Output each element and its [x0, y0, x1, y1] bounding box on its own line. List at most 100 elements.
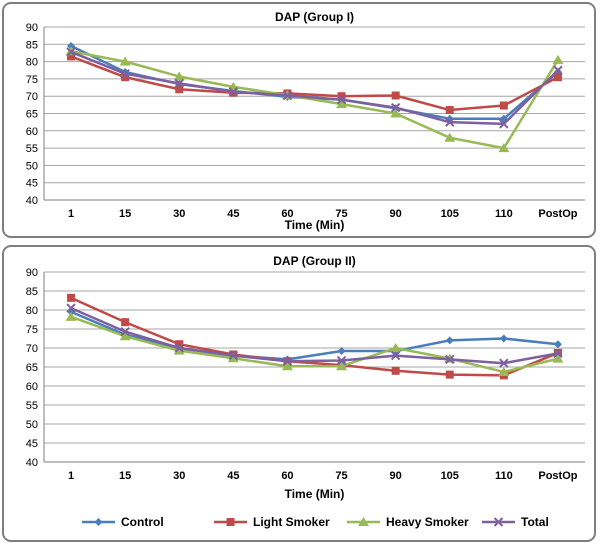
y-tick-label: 45	[26, 438, 38, 450]
data-point-total	[66, 47, 76, 57]
chart-group-2: DAP (Group II) 40 45 50 55 60 65 70 75 80 85 90 1 15 3…	[26, 254, 585, 529]
data-point-light-smoker	[391, 91, 400, 100]
data-point-heavy-smoker	[119, 56, 131, 66]
y-tick-label: 50	[26, 160, 38, 172]
legend-label-control: Control	[121, 515, 164, 529]
data-point-total	[120, 326, 130, 337]
data-point-control	[499, 334, 508, 343]
x-tick-label: 105	[441, 470, 459, 482]
legend-label-light-smoker: Light Smoker	[253, 515, 330, 529]
data-point-light-smoker	[67, 52, 76, 61]
x-tick-label: 105	[441, 208, 459, 220]
x-tick-label: 1	[68, 470, 74, 482]
data-point-heavy-smoker	[173, 345, 185, 355]
chart-group-1: DAP (Group I) 40 45 50 55 60 65 70 75 80 85 90 1 15 30…	[26, 10, 585, 232]
data-point-total	[499, 358, 509, 368]
data-point-light-smoker	[337, 92, 346, 101]
data-point-total	[553, 348, 563, 359]
x-tick-label: 45	[227, 208, 239, 220]
x-tick-label: 110	[495, 470, 513, 482]
g1-series-total	[66, 47, 563, 129]
y-tick-label: 40	[26, 457, 38, 469]
x-tick-label: 1	[68, 208, 74, 220]
data-point-light-smoker	[121, 318, 130, 327]
g1-series-control	[67, 42, 562, 123]
data-point-control	[67, 42, 76, 51]
y-tick-label: 45	[26, 178, 38, 190]
data-point-light-smoker	[553, 73, 562, 82]
y-tick-label: 85	[26, 39, 38, 51]
y-tick-label: 65	[26, 362, 38, 374]
y-tick-label: 60	[26, 381, 38, 393]
data-point-heavy-smoker	[281, 361, 293, 371]
y-tick-label: 55	[26, 400, 38, 412]
chart-panel-group-1: DAP (Group I) 40 45 50 55 60 65 70 75 80 85 90 1 15 30…	[2, 2, 596, 238]
y-tick-label: 90	[26, 267, 38, 279]
y-tick-label: 80	[26, 305, 38, 317]
legend-marker-light-smoker	[226, 518, 235, 526]
data-point-heavy-smoker	[336, 361, 348, 371]
x-tick-label: PostOp	[538, 208, 577, 220]
data-point-total	[390, 350, 401, 361]
data-point-control	[445, 336, 454, 345]
data-point-light-smoker	[499, 101, 508, 110]
x-tick-label: 15	[119, 470, 131, 482]
x-tick-label: 90	[390, 470, 402, 482]
data-point-heavy-smoker	[552, 54, 564, 64]
y-tick-label: 90	[26, 22, 38, 34]
g2-series-heavy-smoker	[65, 311, 564, 376]
g2-series-total	[66, 303, 563, 368]
data-point-total	[390, 102, 401, 113]
data-point-heavy-smoker	[498, 366, 510, 376]
y-tick-label: 70	[26, 91, 38, 103]
series-line-light-smoker	[70, 55, 559, 112]
y-tick-label: 50	[26, 419, 38, 431]
x-axis-label: Time (Min)	[285, 487, 345, 501]
data-point-light-smoker	[67, 293, 76, 302]
data-point-total	[228, 350, 239, 361]
data-point-heavy-smoker	[336, 99, 348, 109]
legend-label-total: Total	[521, 515, 549, 529]
x-tick-label: 45	[227, 470, 239, 482]
legend: Control Light Smoker Heavy Smoker Total	[82, 515, 549, 529]
y-tick-label: 75	[26, 74, 38, 86]
data-point-total	[282, 90, 293, 101]
data-point-total	[66, 303, 76, 313]
data-point-heavy-smoker	[390, 343, 402, 352]
data-point-heavy-smoker	[173, 71, 185, 81]
data-point-total	[445, 354, 455, 365]
x-tick-label: 90	[390, 208, 402, 220]
data-point-total	[445, 117, 455, 127]
data-point-light-smoker	[391, 366, 400, 375]
y-tick-label: 65	[26, 109, 38, 121]
chart-panel-group-2: DAP (Group II) 40 45 50 55 60 65 70 75 80 85 90 1 15 3…	[2, 245, 596, 542]
data-point-total	[174, 343, 184, 353]
chart-title: DAP (Group II)	[273, 254, 355, 268]
legend-label-heavy-smoker: Heavy Smoker	[386, 515, 469, 529]
y-tick-label: 70	[26, 343, 38, 355]
y-tick-label: 60	[26, 126, 38, 138]
data-point-heavy-smoker	[498, 143, 510, 153]
data-point-total	[228, 86, 239, 97]
x-tick-label: 110	[495, 208, 513, 220]
data-point-total	[553, 65, 563, 75]
data-point-heavy-smoker	[444, 132, 456, 142]
data-point-light-smoker	[175, 85, 184, 94]
series-line-control	[70, 310, 559, 361]
data-point-heavy-smoker	[552, 353, 564, 363]
data-point-heavy-smoker	[119, 331, 131, 341]
y-tick-label: 85	[26, 286, 38, 298]
legend-marker-control	[94, 518, 103, 526]
data-point-total	[282, 356, 293, 367]
data-point-control	[553, 340, 562, 349]
chart-title: DAP (Group I)	[275, 10, 354, 24]
x-tick-label: 30	[173, 470, 185, 482]
series-line-heavy-smoker	[70, 315, 559, 374]
x-tick-label: 30	[173, 208, 185, 220]
data-point-light-smoker	[445, 370, 454, 379]
g1-series-heavy-smoker	[65, 46, 564, 153]
legend-marker-heavy-smoker	[358, 517, 369, 526]
series-line-heavy-smoker	[70, 49, 560, 150]
series-line-total	[70, 50, 559, 126]
x-tick-label: 60	[281, 470, 293, 482]
